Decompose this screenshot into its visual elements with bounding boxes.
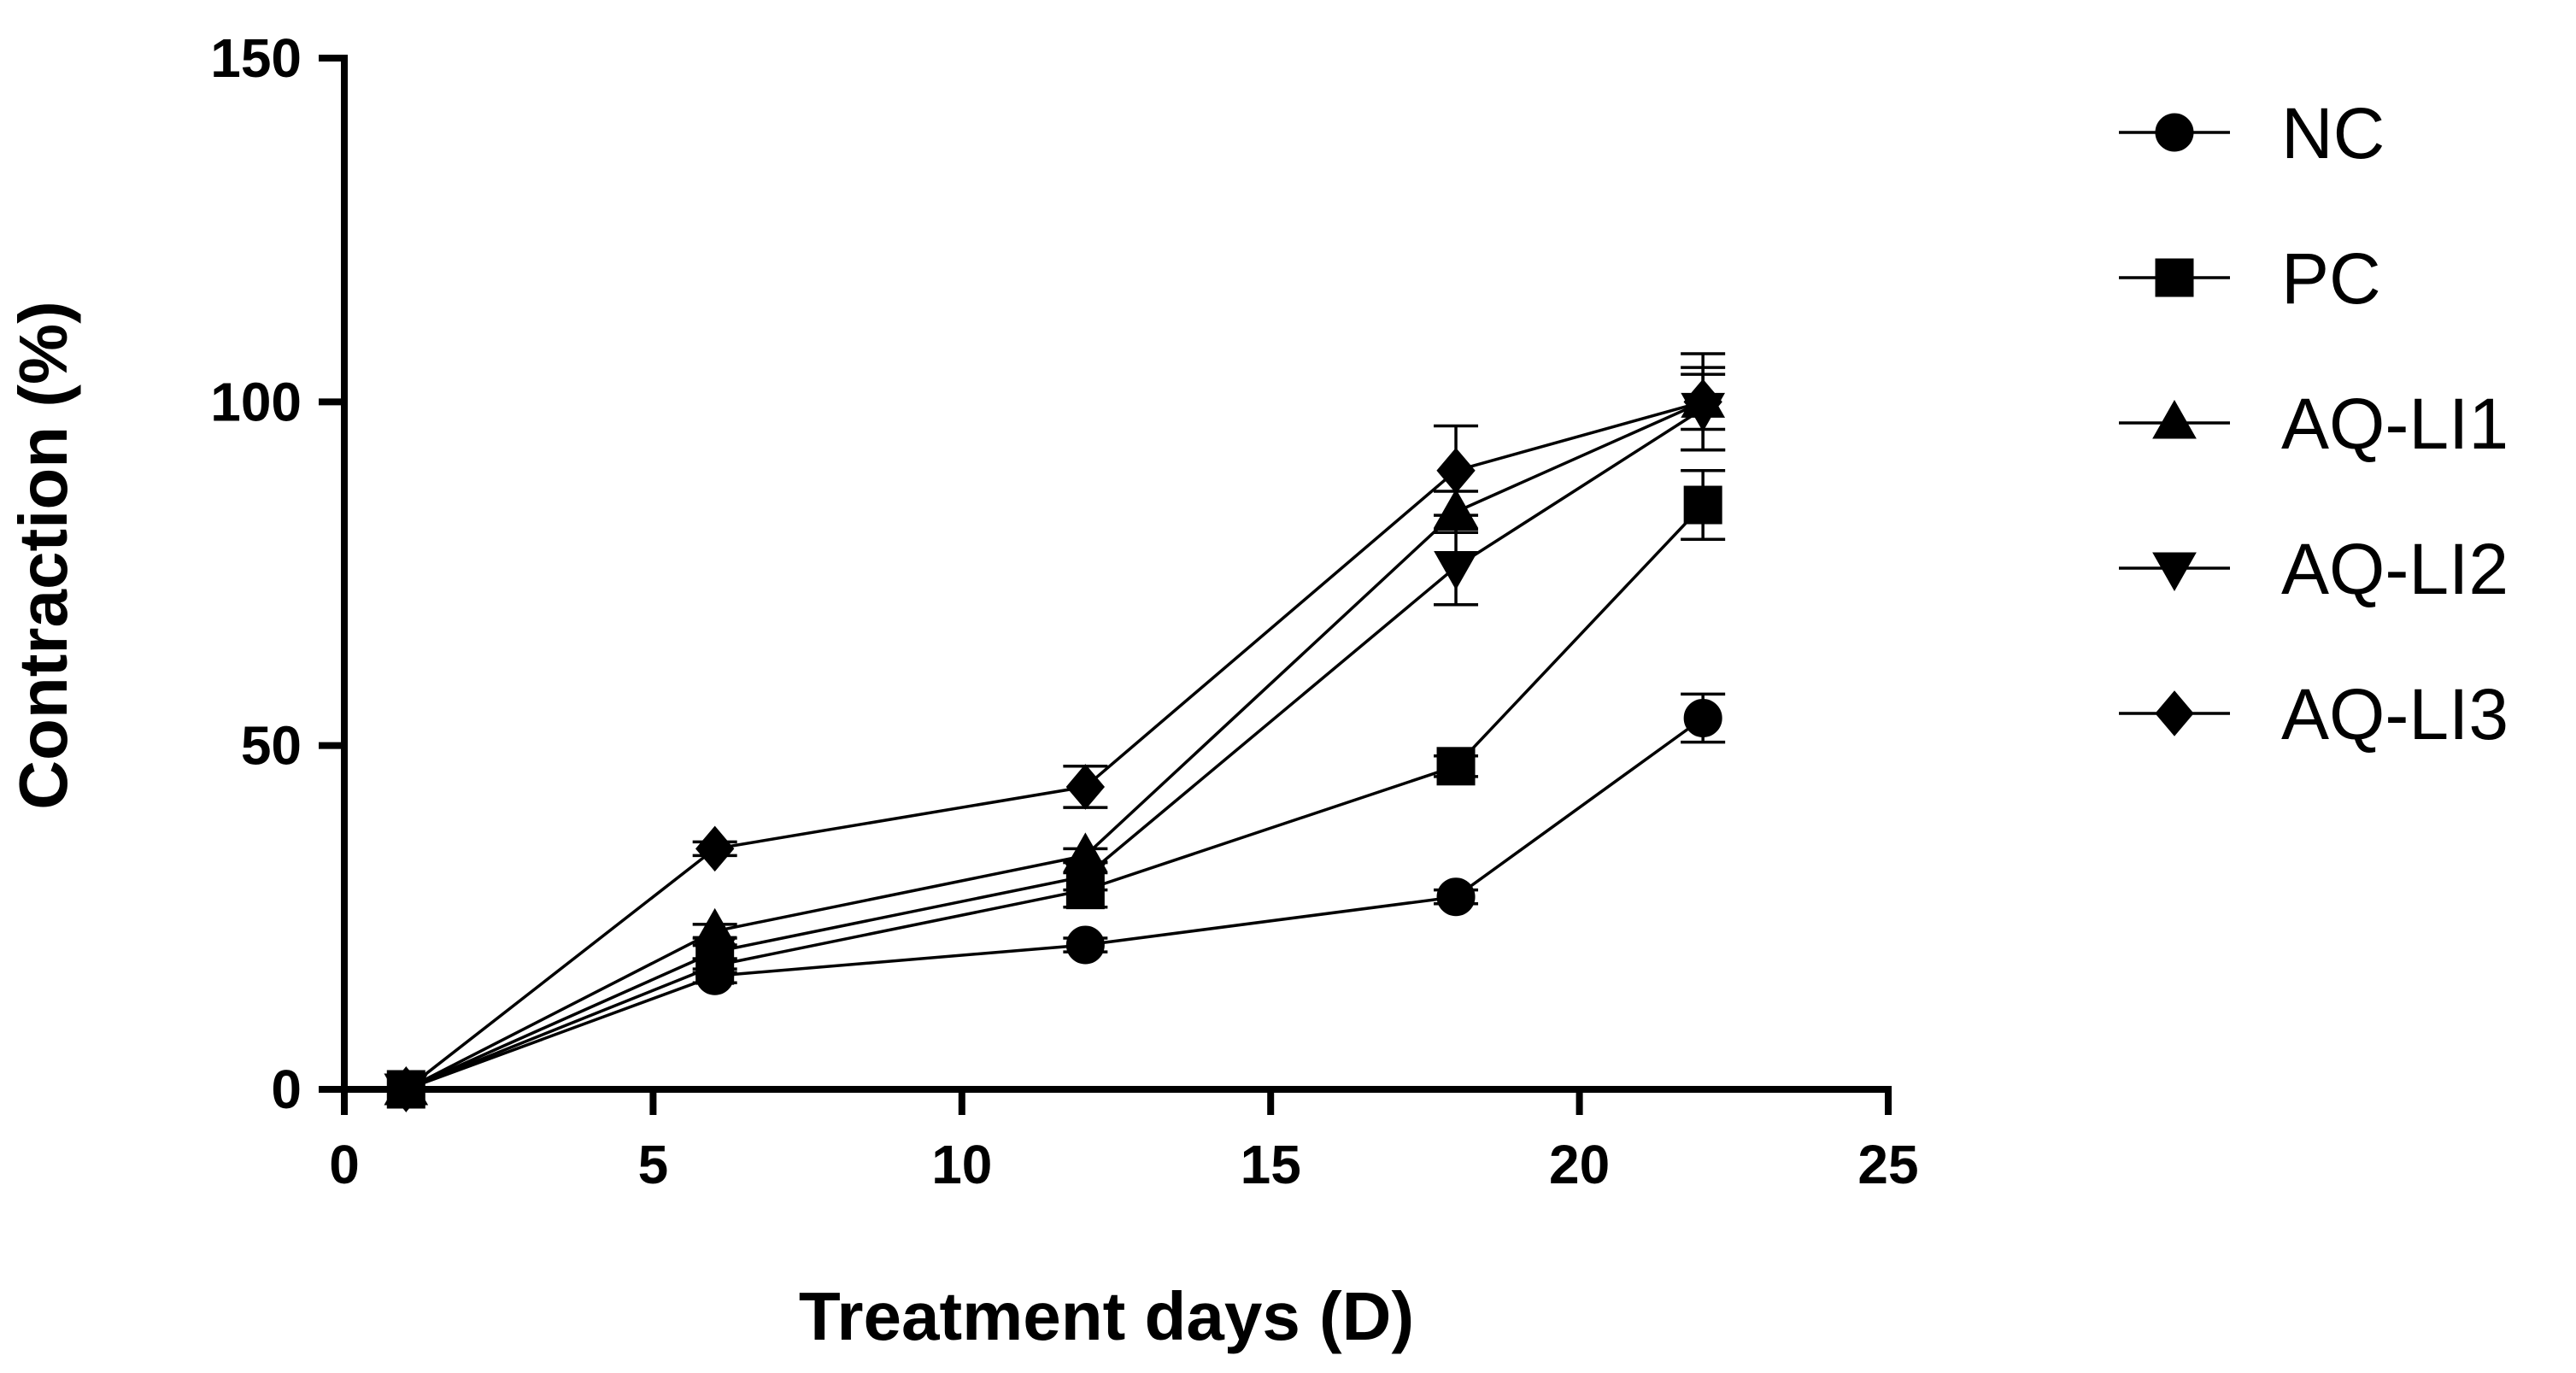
y-tick-label: 50 [241, 715, 302, 777]
data-point [1436, 448, 1476, 494]
x-tick-label: 20 [1549, 1134, 1610, 1195]
data-point [1434, 550, 1478, 590]
series-line [405, 400, 1704, 1091]
legend-label: AQ-LI2 [2281, 529, 2509, 609]
series-aq-li2 [384, 366, 1726, 1113]
data-point [1063, 860, 1108, 900]
data-point [1683, 378, 1722, 425]
legend-marker [2155, 113, 2194, 152]
legend-label: NC [2281, 93, 2385, 173]
data-point [1065, 764, 1106, 810]
legend-marker [2155, 258, 2194, 297]
series-aq-li1 [384, 373, 1726, 1106]
data-point [1436, 747, 1476, 786]
legend-label: AQ-LI1 [2281, 384, 2509, 464]
legend-marker [2155, 690, 2194, 736]
y-tick-label: 150 [210, 27, 302, 89]
legend-item: PC [2119, 238, 2381, 319]
legend-item: AQ-LI2 [2119, 529, 2509, 609]
series-aq-li3 [386, 352, 1726, 1112]
legend-item: NC [2119, 93, 2385, 173]
x-axis-title: Treatment days (D) [799, 1278, 1414, 1354]
series-layer [384, 352, 1726, 1113]
series-pc [386, 469, 1726, 1109]
data-point [386, 1066, 425, 1112]
data-point [1683, 698, 1722, 737]
series-line [405, 407, 1705, 1091]
series-nc [386, 692, 1726, 1109]
x-tick-label: 0 [329, 1134, 360, 1195]
series-line [405, 717, 1705, 1091]
legend-label: PC [2281, 238, 2381, 319]
y-axis-title: Contraction (%) [5, 301, 81, 810]
data-point [1065, 925, 1105, 965]
x-tick-label: 25 [1857, 1134, 1918, 1195]
x-tick-label: 15 [1241, 1134, 1301, 1195]
legend-label: AQ-LI3 [2281, 674, 2509, 754]
legend-marker [2152, 552, 2197, 592]
legend: NC PC AQ-LI1 AQ-LI2 AQ-LI3 [2119, 93, 2509, 754]
data-point [1683, 485, 1722, 525]
x-tick-label: 10 [931, 1134, 992, 1195]
data-point [692, 936, 737, 976]
x-tick-label: 5 [638, 1134, 669, 1195]
series-line [405, 400, 1704, 1091]
data-point [695, 825, 735, 872]
legend-item: AQ-LI1 [2119, 384, 2509, 464]
legend-marker [2152, 399, 2197, 439]
legend-item: AQ-LI3 [2119, 674, 2509, 754]
y-tick-label: 0 [271, 1059, 302, 1120]
axes: 0 5 10 15 20 25 0 50 100 150 [210, 27, 1918, 1195]
data-point [1436, 877, 1476, 917]
y-tick-label: 100 [210, 371, 302, 432]
